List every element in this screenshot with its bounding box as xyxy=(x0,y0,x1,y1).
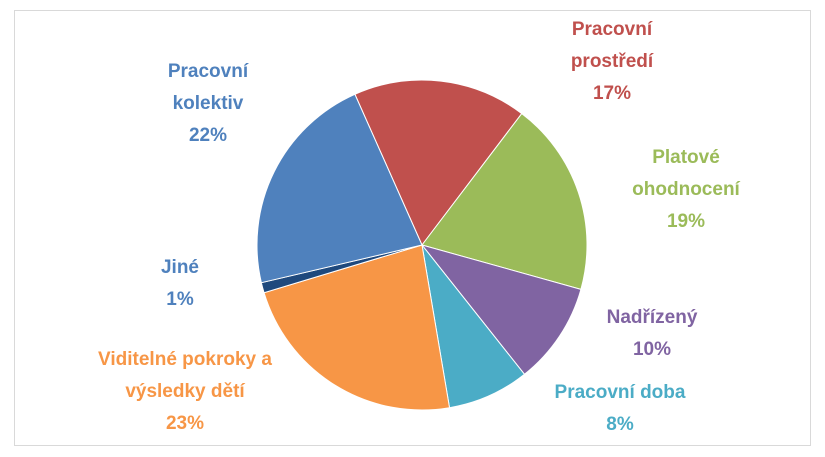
percent-label: 23% xyxy=(165,413,205,434)
pie-slice xyxy=(421,112,588,290)
data-label: Nadřízený 10% xyxy=(572,302,732,366)
data-label: Pracovní kolektiv 22% xyxy=(148,56,268,152)
chart-frame xyxy=(14,10,811,446)
percent-label: 19% xyxy=(666,211,706,232)
data-label: Jiné 1% xyxy=(130,252,230,316)
category-label: Viditelné pokroky a výsledky dětí xyxy=(98,349,272,402)
percent-label: 22% xyxy=(188,125,228,146)
data-label: Pracovní prostředí 17% xyxy=(547,14,677,110)
pie-slice xyxy=(263,244,451,411)
category-label: Platové ohodnocení xyxy=(632,147,740,200)
data-label: Platové ohodnocení 19% xyxy=(606,142,766,238)
data-label: Viditelné pokroky a výsledky dětí 23% xyxy=(65,344,305,440)
percent-label: 8% xyxy=(606,414,634,435)
percent-label: 1% xyxy=(166,289,194,310)
data-label: Pracovní doba 8% xyxy=(490,377,750,441)
category-label: Nadřízený xyxy=(606,307,698,328)
percent-label: 17% xyxy=(592,83,632,104)
category-label: Jiné xyxy=(160,257,200,278)
pie-slice xyxy=(420,244,582,376)
category-label: Pracovní kolektiv xyxy=(167,61,249,114)
category-label: Pracovní prostředí xyxy=(570,19,654,72)
pie-slice xyxy=(256,93,423,284)
percent-label: 10% xyxy=(632,339,672,360)
pie-slice xyxy=(354,79,523,246)
category-label: Pracovní doba xyxy=(554,382,686,403)
